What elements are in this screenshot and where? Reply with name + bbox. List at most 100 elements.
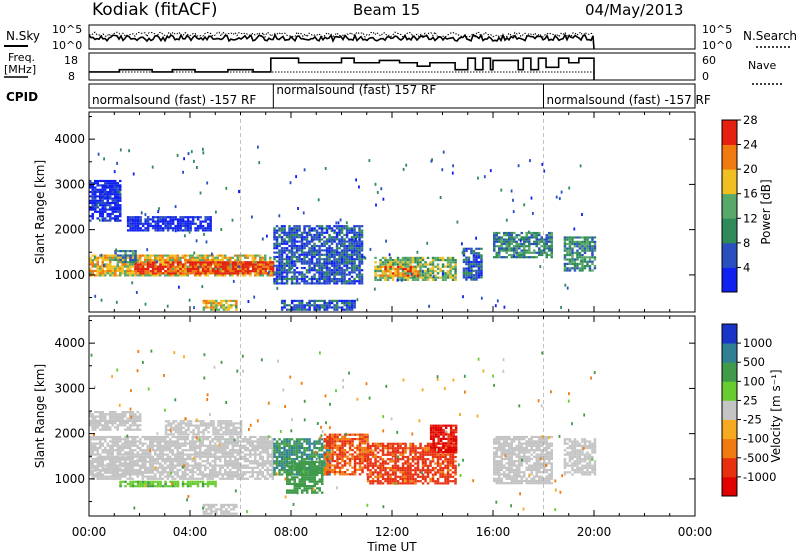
data-cell bbox=[259, 261, 262, 264]
data-cell bbox=[114, 444, 117, 447]
data-cell bbox=[184, 274, 187, 277]
data-cell bbox=[206, 446, 209, 450]
data-cell bbox=[293, 251, 296, 254]
data-cell bbox=[350, 299, 354, 302]
data-cell bbox=[350, 244, 354, 248]
data-cell bbox=[179, 218, 182, 221]
data-cell bbox=[269, 464, 272, 467]
data-cell bbox=[310, 453, 314, 456]
data-cell bbox=[124, 446, 127, 450]
data-cell bbox=[293, 447, 296, 450]
data-cell bbox=[211, 460, 214, 463]
data-cell bbox=[179, 267, 182, 271]
data-cell bbox=[206, 227, 210, 230]
data-cell bbox=[161, 440, 164, 443]
data-cell bbox=[283, 277, 286, 281]
data-cell bbox=[477, 252, 481, 255]
data-cell bbox=[298, 444, 301, 447]
data-cell bbox=[134, 455, 137, 458]
data-cell bbox=[350, 227, 354, 230]
data-cell bbox=[404, 272, 407, 275]
data-cell bbox=[221, 254, 224, 257]
data-cell bbox=[151, 258, 154, 262]
data-cell bbox=[174, 480, 177, 483]
data-cell bbox=[259, 267, 262, 271]
data-cell bbox=[315, 249, 319, 252]
data-cell bbox=[446, 256, 450, 259]
data-cell bbox=[308, 447, 311, 450]
data-cell bbox=[513, 249, 516, 252]
data-cell bbox=[216, 438, 219, 441]
data-cell bbox=[186, 272, 190, 275]
data-cell bbox=[295, 455, 299, 458]
data-cell bbox=[136, 453, 139, 456]
data-cell bbox=[300, 458, 304, 461]
data-cell bbox=[333, 306, 336, 309]
data-cell bbox=[134, 256, 137, 259]
data-cell bbox=[275, 462, 279, 465]
data-cell bbox=[249, 265, 252, 268]
data-cell bbox=[470, 265, 473, 268]
data-cell bbox=[219, 473, 222, 476]
data-cell bbox=[141, 435, 144, 439]
data-cell bbox=[129, 446, 132, 450]
data-cell bbox=[106, 471, 109, 474]
data-cell bbox=[493, 247, 496, 250]
data-cell bbox=[171, 435, 174, 439]
data-cell bbox=[235, 308, 238, 311]
data-cell bbox=[151, 440, 154, 443]
data-cell bbox=[91, 190, 94, 194]
data-cell bbox=[290, 438, 294, 441]
data-cell bbox=[317, 198, 320, 202]
data-cell bbox=[422, 269, 424, 273]
data-cell bbox=[283, 451, 286, 454]
data-cell bbox=[244, 444, 247, 447]
data-cell bbox=[226, 258, 229, 262]
data-cell bbox=[298, 299, 301, 302]
data-cell bbox=[449, 261, 452, 264]
data-cell bbox=[310, 233, 313, 237]
data-cell bbox=[293, 273, 296, 276]
data-cell bbox=[116, 256, 119, 259]
data-cell bbox=[330, 240, 334, 243]
data-cell bbox=[513, 231, 516, 235]
data-cell bbox=[264, 449, 267, 452]
data-cell bbox=[214, 274, 217, 277]
data-cell bbox=[181, 460, 184, 463]
data-cell bbox=[166, 442, 169, 445]
data-cell bbox=[310, 277, 314, 281]
data-cell bbox=[283, 471, 286, 474]
data-cell bbox=[518, 245, 521, 248]
data-cell bbox=[305, 304, 309, 307]
data-cell bbox=[171, 216, 175, 219]
data-cell bbox=[234, 258, 237, 262]
data-cell bbox=[462, 249, 466, 253]
data-cell bbox=[477, 267, 481, 270]
data-cell bbox=[229, 462, 232, 465]
data-cell bbox=[139, 482, 142, 486]
data-cell bbox=[348, 238, 351, 241]
data-cell bbox=[374, 265, 377, 268]
data-cell bbox=[116, 465, 119, 468]
data-cell bbox=[179, 222, 182, 225]
data-cell bbox=[124, 254, 127, 257]
data-cell bbox=[129, 482, 132, 486]
data-cell bbox=[273, 251, 276, 254]
data-cell bbox=[320, 225, 324, 228]
data-cell bbox=[503, 247, 506, 250]
data-cell bbox=[149, 265, 152, 268]
data-cell bbox=[151, 475, 154, 478]
data-cell bbox=[246, 453, 249, 456]
data-cell bbox=[159, 274, 162, 277]
data-cell bbox=[555, 195, 558, 199]
data-cell bbox=[124, 467, 127, 470]
data-cell bbox=[94, 199, 97, 202]
data-cell bbox=[414, 265, 417, 268]
data-cell bbox=[540, 236, 543, 239]
colorbar-swatch bbox=[722, 242, 737, 268]
data-cell bbox=[99, 465, 102, 468]
data-cell bbox=[283, 229, 286, 232]
data-cell bbox=[206, 229, 210, 232]
data-cell bbox=[254, 261, 257, 264]
cpid-segment-label: normalsound (fast) -157 RF bbox=[92, 93, 256, 107]
